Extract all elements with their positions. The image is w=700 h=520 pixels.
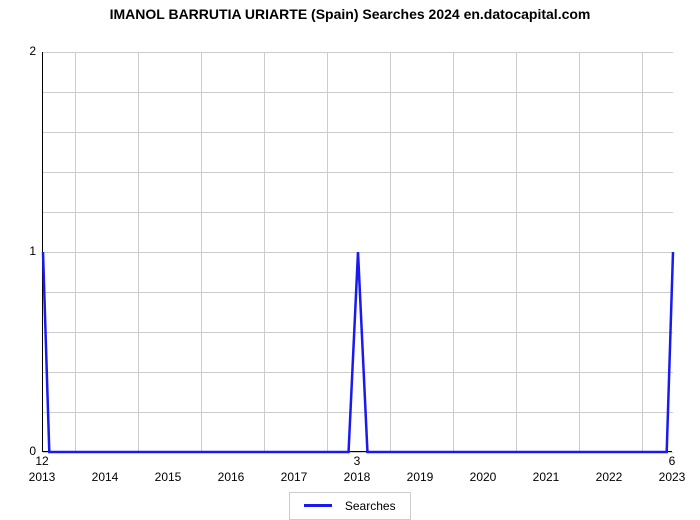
x-tick-label: 2015 <box>143 470 193 484</box>
x-top-label: 12 <box>22 454 62 468</box>
legend-swatch <box>304 504 332 507</box>
x-tick-label: 2021 <box>521 470 571 484</box>
x-tick-label: 2014 <box>80 470 130 484</box>
legend-label: Searches <box>345 499 396 513</box>
x-tick-label: 2017 <box>269 470 319 484</box>
x-tick-label: 2022 <box>584 470 634 484</box>
x-tick-label: 2018 <box>332 470 382 484</box>
x-top-label: 6 <box>652 454 692 468</box>
legend-box: Searches <box>289 492 410 520</box>
plot-area <box>42 52 672 452</box>
chart-area: 0121236201320142015201620172018201920202… <box>0 22 700 492</box>
y-tick-label: 1 <box>6 244 36 258</box>
y-tick-label: 2 <box>6 44 36 58</box>
x-tick-label: 2016 <box>206 470 256 484</box>
x-tick-label: 2013 <box>17 470 67 484</box>
legend: Searches <box>0 492 700 520</box>
x-tick-label: 2020 <box>458 470 508 484</box>
x-tick-label: 2019 <box>395 470 445 484</box>
chart-title: IMANOL BARRUTIA URIARTE (Spain) Searches… <box>0 0 700 22</box>
x-top-label: 3 <box>337 454 377 468</box>
x-tick-label: 2023 <box>647 470 697 484</box>
series-line <box>43 52 673 452</box>
